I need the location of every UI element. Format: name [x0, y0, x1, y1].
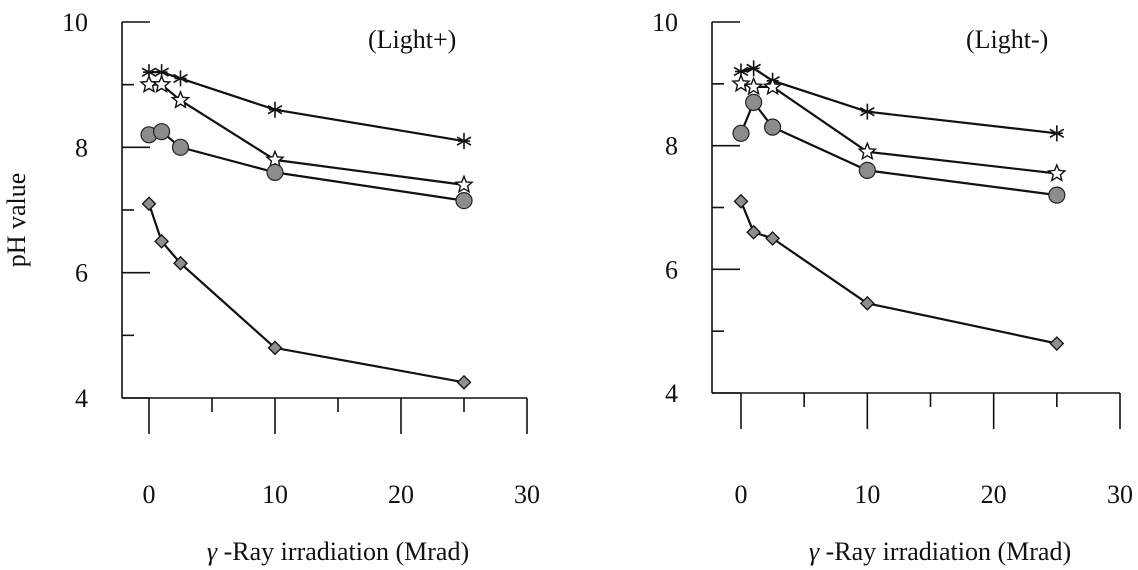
series-line-diamond: [739, 200, 1058, 345]
data-point-asterisk: [1049, 125, 1065, 142]
data-point-asterisk: [456, 133, 472, 150]
data-point-circle: [763, 118, 782, 136]
data-point-asterisk: [746, 60, 761, 77]
x-axis-title-text: -Ray irradiation (Mrad): [224, 537, 469, 566]
data-point-star: [1046, 163, 1067, 182]
series-line-diamond: [147, 203, 465, 384]
data-point-circle: [1048, 186, 1066, 204]
data-point-asterisk: [733, 63, 749, 80]
y-axis-title: pH value: [2, 173, 31, 268]
data-point-diamond: [141, 196, 157, 212]
y-tick-label: 10: [652, 8, 678, 37]
y-tick-label: 8: [665, 132, 678, 161]
data-point-star: [857, 141, 878, 161]
series-star: [731, 73, 1067, 182]
x-tick-label: 30: [1107, 480, 1133, 509]
data-point-circle: [171, 138, 190, 156]
x-axis-title: γ -Ray irradiation (Mrad): [207, 537, 469, 566]
x-tick-label: 10: [262, 480, 288, 509]
data-point-circle: [266, 163, 284, 181]
data-point-diamond: [765, 230, 781, 246]
data-point-circle: [455, 192, 473, 210]
x-tick-label: 0: [143, 480, 156, 509]
series-asterisk: [733, 60, 1065, 142]
series-line-asterisk: [149, 70, 465, 143]
x-tick-label: 20: [981, 480, 1007, 509]
series-diamond: [141, 196, 472, 390]
x-tick-label: 30: [514, 480, 540, 509]
data-point-diamond: [267, 340, 283, 356]
x-axis-title-text: -Ray irradiation (Mrad): [826, 537, 1071, 566]
chart-panel-1: 4 6 8 10 0 10 20 30 (Light+) γ -Ray irradiation (…: [2, 8, 540, 566]
series-line-circle: [148, 130, 465, 202]
data-point-diamond: [746, 224, 762, 240]
data-point-diamond: [859, 295, 875, 311]
data-point-star: [151, 74, 172, 93]
chart-panel-2: 4 6 8 10 0 10 20 30 (Light-) γ -Ray irradiation (…: [652, 8, 1133, 566]
series-circle: [140, 123, 473, 210]
panel-label: (Light+): [368, 25, 456, 54]
data-point-diamond: [733, 193, 749, 209]
y-tick-label: 8: [75, 133, 88, 162]
data-point-star: [265, 149, 285, 169]
panel-label: (Light-): [966, 25, 1048, 54]
y-tick-label: 10: [62, 8, 88, 37]
series-line-star: [149, 83, 465, 186]
series-line-asterisk: [740, 67, 1057, 135]
gamma-symbol: γ: [207, 537, 224, 566]
data-point-asterisk: [859, 103, 875, 120]
x-tick-label: 10: [854, 480, 880, 509]
series-diamond: [733, 193, 1065, 351]
series-circle: [732, 93, 1066, 204]
data-point-asterisk: [267, 101, 283, 118]
y-tick-label: 4: [75, 384, 88, 413]
series-star: [139, 74, 474, 194]
data-point-diamond: [456, 374, 472, 390]
data-point-diamond: [173, 255, 188, 271]
data-point-star: [454, 174, 474, 194]
data-point-star: [170, 89, 191, 109]
data-point-circle: [153, 123, 171, 141]
x-tick-label: 20: [388, 480, 414, 509]
gamma-symbol: γ: [809, 537, 826, 566]
data-point-circle: [732, 124, 750, 142]
x-axis-title: γ -Ray irradiation (Mrad): [809, 537, 1071, 566]
y-tick-label: 6: [75, 259, 88, 288]
y-tick-label: 6: [665, 255, 678, 284]
data-point-diamond: [1049, 336, 1065, 351]
data-point-diamond: [154, 233, 170, 249]
data-point-star: [743, 76, 764, 96]
x-tick-label: 0: [735, 480, 748, 509]
data-point-star: [731, 73, 751, 93]
y-tick-label: 4: [665, 379, 678, 408]
data-point-circle: [858, 161, 876, 179]
data-point-star: [762, 76, 783, 96]
data-point-circle: [745, 93, 763, 111]
data-point-asterisk: [173, 70, 188, 87]
